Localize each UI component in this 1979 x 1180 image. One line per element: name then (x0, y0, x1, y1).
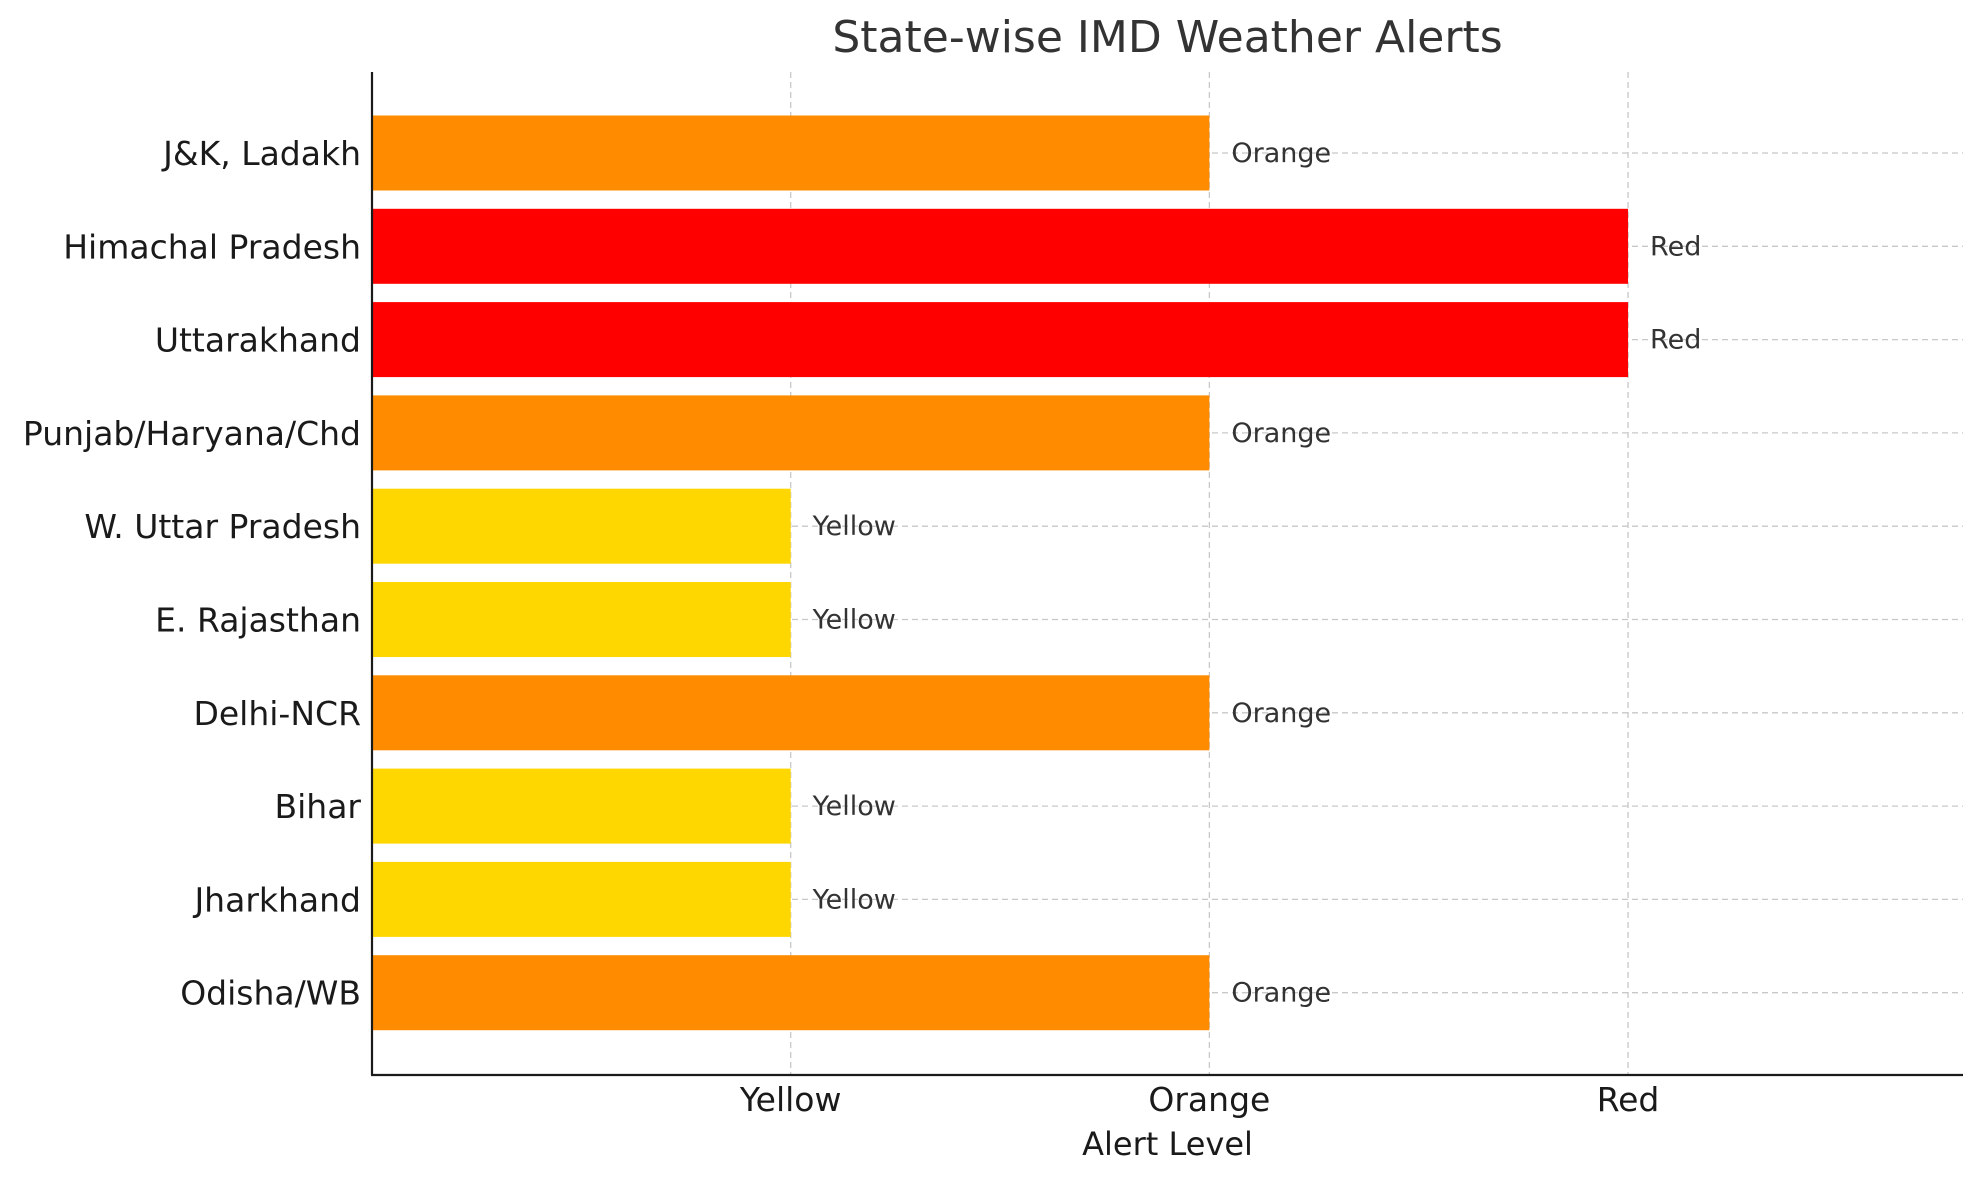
bar (372, 208, 1629, 284)
bar (372, 395, 1210, 471)
axes (370, 72, 1963, 1077)
bar (372, 861, 791, 937)
bar (372, 768, 791, 844)
y-tick-label: Punjab/Haryana/Chd (23, 414, 361, 453)
bar-value-label: Orange (1231, 978, 1331, 1009)
bar-value-label: Yellow (812, 511, 896, 542)
bar (372, 582, 791, 657)
x-axis-label: Alert Level (1082, 1125, 1253, 1163)
chart-title: State-wise IMD Weather Alerts (832, 12, 1502, 63)
bar (372, 955, 1210, 1031)
x-tick-label: Yellow (739, 1080, 842, 1119)
value-labels: Orange Red Red Orange Yellow Yellow Orange Yell… (812, 138, 1702, 1009)
x-tick-label: Orange (1148, 1080, 1270, 1119)
y-tick-label: J&K, Ladakh (161, 134, 361, 173)
x-tick-labels: Yellow Orange Red (739, 1080, 1660, 1119)
y-tick-label: E. Rajasthan (155, 601, 361, 640)
bar-value-label: Red (1650, 231, 1701, 262)
bar-value-label: Orange (1231, 698, 1331, 729)
bar-value-label: Yellow (812, 791, 896, 822)
x-tick-label: Red (1597, 1080, 1660, 1119)
bar-value-label: Yellow (812, 884, 896, 915)
y-tick-label: Delhi-NCR (193, 694, 361, 733)
y-tick-label: Himachal Pradesh (63, 227, 361, 266)
bar-value-label: Orange (1231, 138, 1331, 169)
bar (372, 115, 1210, 191)
y-tick-labels: J&K, Ladakh Himachal Pradesh Uttarakhand Pu… (23, 134, 362, 1013)
y-tick-label: Bihar (274, 787, 361, 826)
bar (372, 488, 791, 564)
bar-value-label: Orange (1231, 418, 1331, 449)
y-tick-label: Uttarakhand (155, 321, 361, 360)
y-tick-label: W. Uttar Pradesh (84, 507, 361, 546)
bar-value-label: Red (1650, 325, 1701, 356)
bar (372, 675, 1210, 751)
bar (372, 302, 1629, 378)
y-tick-label: Jharkhand (192, 880, 361, 919)
bars (372, 115, 1629, 1031)
y-tick-label: Odisha/WB (180, 974, 361, 1013)
bar-value-label: Yellow (812, 605, 896, 636)
